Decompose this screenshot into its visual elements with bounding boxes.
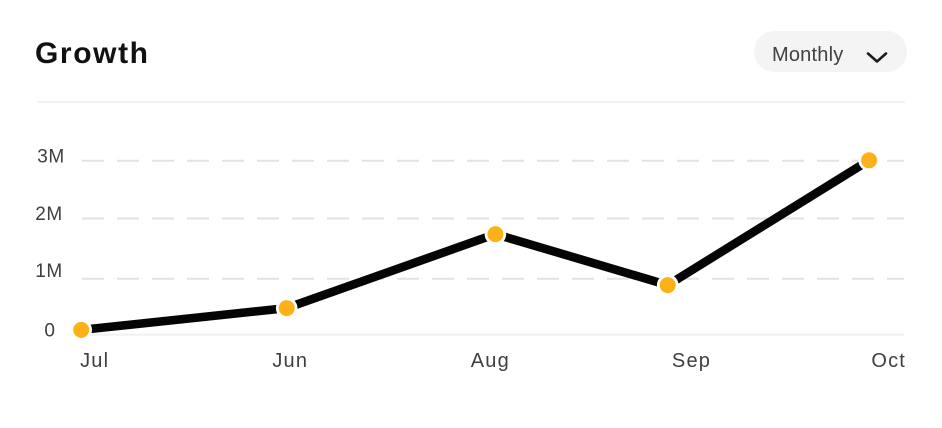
svg-text:Jul: Jul (80, 350, 109, 372)
svg-text:1M: 1M (35, 261, 63, 282)
svg-text:Aug: Aug (471, 350, 510, 372)
svg-text:Sep: Sep (672, 350, 711, 372)
svg-text:0: 0 (44, 321, 55, 342)
svg-text:3M: 3M (37, 147, 65, 168)
svg-text:2M: 2M (35, 204, 63, 225)
svg-text:Jun: Jun (272, 350, 308, 372)
svg-text:Oct: Oct (871, 350, 906, 372)
